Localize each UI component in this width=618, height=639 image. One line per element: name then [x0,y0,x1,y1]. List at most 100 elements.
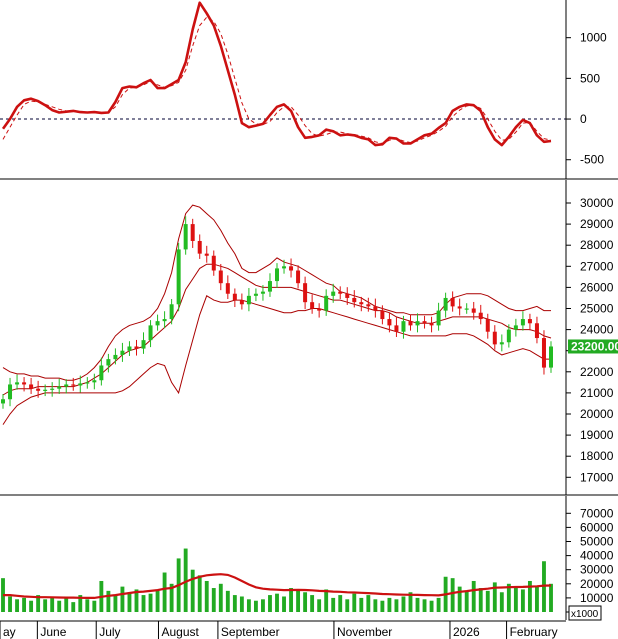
candle-body [331,291,336,296]
month-label: 2026 [453,625,480,639]
candle-body [92,380,97,383]
candle-body [85,382,90,384]
candle-body [1,399,5,404]
candle-body [78,383,83,386]
candle-body [366,304,371,307]
candle-body [282,266,287,269]
candle-body [8,384,13,400]
volume-bar [22,597,27,612]
volume-bar [197,575,202,612]
candle-body [253,293,258,296]
volume-bar [232,595,237,612]
volume-bar [345,599,350,612]
candle-body [289,266,294,271]
volume-bar [64,596,69,612]
volume-bar [366,595,371,612]
candle-body [443,297,448,311]
oscillator-line [1,1,552,147]
volume-bar [155,590,160,612]
volume-bar [113,595,118,612]
candle-body [183,224,188,250]
volume-bar [218,583,223,612]
candle-body [534,323,539,339]
candle-body [296,270,301,284]
volume-bar [310,595,315,612]
volume-ma-line [3,573,552,600]
candle-body [239,300,244,305]
price-tick-label: 24000 [580,323,614,337]
candle-body [99,365,104,381]
candle-body [338,291,343,294]
volume-tick-label: 20000 [580,577,614,591]
candle-body [106,359,111,366]
price-tick-label: 28000 [580,238,614,252]
volume-bar [289,588,293,612]
volume-bar [549,583,553,612]
volume-bar [394,599,399,612]
candle-body [359,302,364,305]
candle-body [64,384,69,387]
volume-bar [275,593,279,612]
price-tick-label: 21000 [580,386,614,400]
volume-bar [127,592,132,612]
volume-bar [387,597,392,612]
oscillator-tick-label: 1000 [580,31,607,45]
volume-bar [120,586,125,612]
volume-tick-label: 70000 [580,506,614,520]
volume-bar [253,600,258,612]
price-tick-label: 20000 [580,407,614,421]
candle-body [15,382,20,385]
volume-bar [535,586,539,612]
volume-bar [50,597,55,612]
volume-bar [520,589,525,612]
candle-body [267,281,272,292]
candle-body [345,293,350,298]
oscillator-tick-label: 500 [580,71,600,85]
volume-bar [457,586,462,612]
candle-body [141,340,146,349]
candle-body [310,302,315,309]
volume-bar [338,595,343,612]
candle-body [408,321,413,326]
candle-body [401,321,406,332]
volume-bar [499,592,504,612]
candle-body [190,224,195,241]
candle-body [169,304,174,320]
last-price-badge [568,339,618,354]
candle-body [506,329,511,343]
candle-body [324,295,329,311]
candle-body [380,310,385,320]
volume-bar [57,600,62,612]
candle-body [394,325,399,332]
volume-bar [492,582,497,612]
candle-body [471,308,476,313]
candle-body [22,382,27,385]
volume-bar [471,580,476,612]
candle-body [541,338,546,368]
volume-bar [211,588,216,612]
volume-bar [134,589,139,612]
volume-tick-label: 50000 [580,535,614,549]
volume-bar [246,599,251,612]
candle-body [155,321,160,326]
candle-body [176,249,181,305]
volume-bar [282,596,286,612]
volume-bar [204,580,209,612]
candle-body [436,310,441,326]
price-tick-label: 29000 [580,217,614,231]
candle-body [464,308,469,310]
volume-bar [162,572,167,612]
time-axis: ay June July August September November 2026 Feb… [0,620,566,639]
candle-body [50,388,55,390]
volume-bar [92,600,97,612]
volume-bar [401,596,406,612]
oscillator-panel: -500 0 500 1000 [0,0,618,180]
volume-bar [71,602,76,612]
bollinger-upper [2,204,551,381]
price-tick-label: 17000 [580,470,614,484]
bollinger-lower [2,295,551,425]
volume-bar [106,590,111,612]
candle-body [499,342,504,345]
candle-body [113,354,118,360]
price-panel: 17000 18000 19000 20000 21000 22000 24000 25000… [0,180,618,496]
